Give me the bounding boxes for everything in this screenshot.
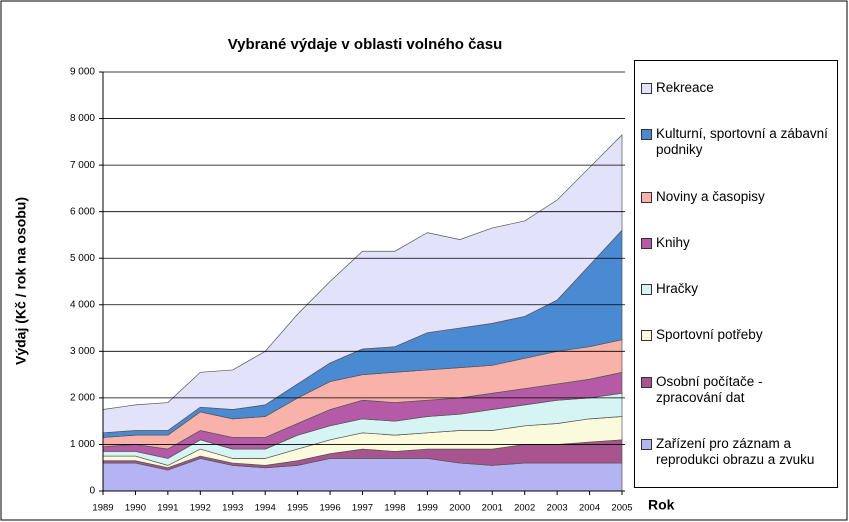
- x-tick-label: 1994: [255, 503, 276, 514]
- x-tick-label: 1991: [157, 503, 178, 514]
- legend-label: Noviny a časopisy: [656, 188, 765, 204]
- y-tick-label: 8 000: [70, 113, 95, 124]
- legend-label: Kulturní, sportovní a zábavní podniky: [656, 126, 828, 158]
- legend-swatch: [641, 191, 652, 203]
- x-tick-label: 2005: [611, 503, 632, 514]
- x-tick-label: 1996: [319, 503, 340, 514]
- x-tick-label: 1990: [125, 503, 146, 514]
- y-tick-label: 9 000: [70, 67, 95, 78]
- x-tick-label: 2002: [514, 503, 535, 514]
- x-tick-label: 1989: [92, 503, 113, 514]
- x-tick-label: 1998: [384, 503, 405, 514]
- legend-item: Hračky: [641, 281, 831, 297]
- x-tick-label: 2004: [579, 503, 600, 514]
- legend-swatch: [641, 376, 652, 388]
- x-tick-label: 2000: [449, 503, 470, 514]
- x-tick-label: 1995: [287, 503, 308, 514]
- legend-swatch: [641, 83, 652, 95]
- legend-item: Kulturní, sportovní a zábavní podniky: [641, 126, 831, 158]
- x-tick-label: 1999: [417, 503, 438, 514]
- y-axis-title: Výdaj (Kč / rok na osobu): [13, 197, 29, 365]
- y-tick-label: 7 000: [70, 160, 95, 171]
- legend-label: Sportovní potřeby: [656, 327, 763, 343]
- x-tick-label: 1993: [222, 503, 243, 514]
- x-tick-label: 1997: [352, 503, 373, 514]
- legend-label: Osobní počítače - zpracování dat: [656, 373, 763, 405]
- legend-swatch: [641, 438, 652, 450]
- legend-swatch: [641, 330, 652, 342]
- y-tick-label: 2 000: [70, 393, 95, 404]
- x-tick-label: 2003: [547, 503, 568, 514]
- y-tick-label: 1 000: [70, 439, 95, 450]
- legend-label: Hračky: [656, 281, 699, 297]
- x-tick-label: 2001: [482, 503, 503, 514]
- y-tick-label: 3 000: [70, 346, 95, 357]
- legend-label: Rekreace: [656, 80, 714, 96]
- y-tick-label: 0: [89, 486, 95, 497]
- y-tick-label: 6 000: [70, 206, 95, 217]
- legend-swatch: [641, 129, 652, 141]
- legend-item: Zařízení pro záznam a reprodukci obrazu …: [641, 436, 831, 468]
- legend-item: Noviny a časopisy: [641, 189, 831, 205]
- x-tick-label: 1992: [190, 503, 211, 514]
- legend: Rekreace Kulturní, sportovní a zábavní po…: [634, 60, 838, 488]
- chart-title: Vybrané výdaje v oblasti volného času: [228, 36, 503, 53]
- y-tick-label: 4 000: [70, 299, 95, 310]
- legend-item: Osobní počítače - zpracování dat: [641, 374, 831, 406]
- legend-item: Rekreace: [641, 80, 831, 96]
- y-tick-label: 5 000: [70, 253, 95, 264]
- legend-swatch: [641, 284, 652, 296]
- x-axis-title: Rok: [648, 497, 675, 513]
- area: [102, 134, 623, 434]
- legend-item: Knihy: [641, 235, 831, 251]
- legend-label: Zařízení pro záznam a reprodukci obrazu …: [656, 435, 815, 467]
- legend-swatch: [641, 237, 652, 249]
- legend-label: Knihy: [656, 234, 690, 250]
- legend-item: Sportovní potřeby: [641, 327, 831, 343]
